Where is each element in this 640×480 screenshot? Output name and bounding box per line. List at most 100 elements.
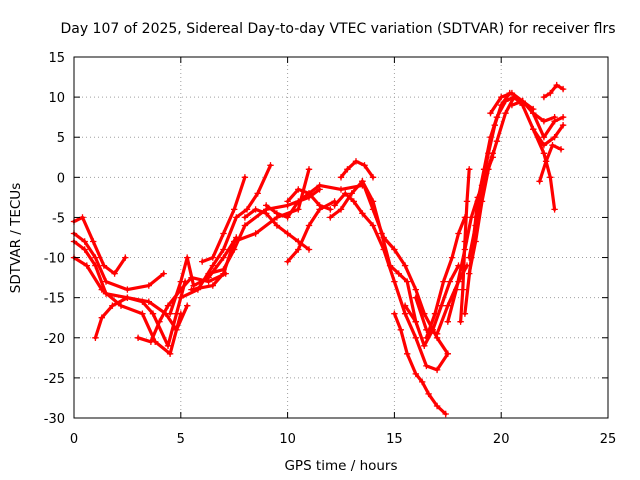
data-point <box>327 206 334 213</box>
data-point <box>549 142 556 149</box>
series-track-2 <box>70 230 167 293</box>
data-point <box>444 350 451 357</box>
data-point <box>444 318 451 325</box>
series-track-15 <box>284 186 334 213</box>
data-point <box>412 294 419 301</box>
data-point <box>404 350 411 357</box>
data-point <box>472 222 479 229</box>
chart-title: Day 107 of 2025, Sidereal Day-to-day VTE… <box>60 21 615 37</box>
data-point <box>401 262 409 269</box>
data-point <box>305 222 313 229</box>
data-point <box>177 294 184 301</box>
data-point <box>466 270 473 277</box>
data-point <box>455 230 462 237</box>
data-point <box>337 174 345 181</box>
y-tick-label: -25 <box>44 372 65 387</box>
data-point <box>530 110 537 117</box>
x-tick-label: 5 <box>177 432 185 447</box>
data-point <box>209 282 216 289</box>
data-point <box>540 142 548 149</box>
data-point <box>305 246 313 253</box>
data-point <box>397 326 404 333</box>
data-point <box>92 334 99 341</box>
data-point <box>92 254 99 261</box>
data-point <box>79 214 86 221</box>
data-point <box>485 150 492 157</box>
y-tick-label: 15 <box>48 51 65 66</box>
data-point <box>412 370 419 378</box>
series-track-12 <box>241 206 313 253</box>
data-point <box>380 246 387 253</box>
data-point <box>350 198 357 205</box>
data-point <box>164 302 172 309</box>
data-point <box>209 254 216 261</box>
series-track-17 <box>337 158 377 181</box>
x-axis-label: GPS time / hours <box>284 458 397 474</box>
data-point <box>542 158 550 165</box>
data-point <box>433 402 441 410</box>
y-tick-label: 10 <box>48 91 65 106</box>
data-point <box>139 310 146 317</box>
series-line <box>520 103 557 211</box>
data-point <box>423 362 430 370</box>
series-line <box>424 215 467 340</box>
data-point <box>305 166 313 173</box>
data-point <box>401 302 409 309</box>
data-point <box>337 206 345 213</box>
data-point <box>404 278 411 285</box>
data-point <box>457 318 464 325</box>
data-point <box>124 294 131 301</box>
data-point <box>425 390 432 398</box>
data-point <box>184 254 191 261</box>
x-tick-label: 0 <box>70 432 78 447</box>
data-point <box>431 310 439 317</box>
data-point <box>438 302 445 309</box>
data-point <box>337 186 345 193</box>
series-track-11 <box>199 174 249 265</box>
data-point <box>147 338 155 345</box>
data-point <box>444 302 451 309</box>
series-line <box>531 123 565 147</box>
data-point <box>149 310 157 317</box>
data-point <box>391 310 398 317</box>
data-point <box>466 166 473 173</box>
data-point <box>553 81 560 89</box>
data-point <box>102 278 110 285</box>
data-point <box>369 206 377 213</box>
data-point <box>423 334 430 341</box>
series-track-20 <box>391 310 449 418</box>
data-point <box>267 162 274 169</box>
data-point <box>551 118 558 125</box>
data-point <box>109 302 116 309</box>
y-tick-label: -15 <box>44 292 65 307</box>
y-tick-label: -5 <box>52 211 65 226</box>
data-point <box>519 101 526 109</box>
series-track-3 <box>70 238 191 333</box>
data-point <box>199 258 206 265</box>
data-point <box>205 270 212 277</box>
data-point <box>81 238 88 245</box>
data-point <box>220 230 227 237</box>
data-point <box>540 93 548 101</box>
series-track-5 <box>92 278 189 349</box>
data-point <box>295 206 302 213</box>
data-point <box>483 170 490 177</box>
series-line <box>207 187 322 276</box>
series-track-35 <box>540 81 567 101</box>
data-point <box>231 206 238 213</box>
data-point <box>233 214 240 221</box>
series-track-26 <box>461 93 537 317</box>
data-point <box>220 254 227 261</box>
data-point <box>547 174 554 181</box>
data-point <box>551 206 558 213</box>
data-point <box>164 342 172 349</box>
data-point <box>421 342 428 349</box>
data-point <box>145 282 152 289</box>
data-point <box>359 178 366 185</box>
series-track-1 <box>70 214 129 277</box>
data-point <box>419 378 426 386</box>
data-point <box>122 254 129 261</box>
data-point <box>412 318 419 325</box>
grid <box>74 57 608 418</box>
